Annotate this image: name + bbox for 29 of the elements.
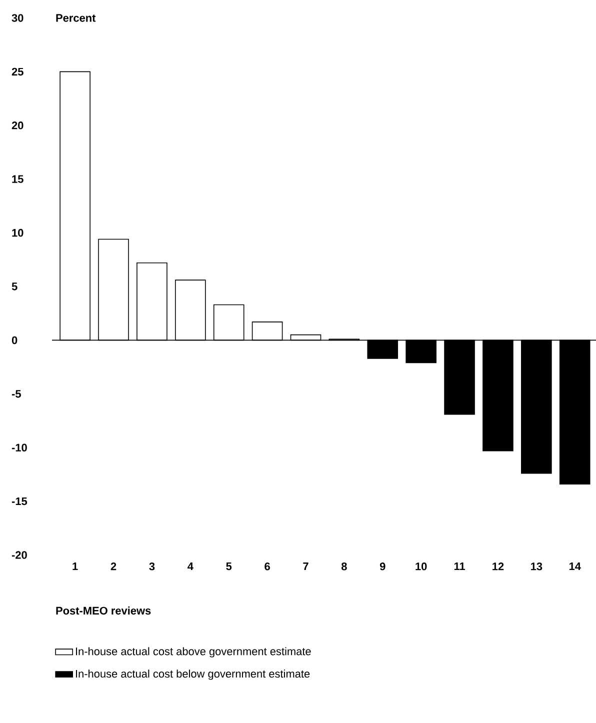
x-tick-label: 8 bbox=[341, 562, 347, 570]
y-tick-label: -5 bbox=[12, 390, 21, 398]
y-axis-title: Percent bbox=[56, 14, 96, 22]
x-tick-label: 10 bbox=[416, 562, 427, 570]
x-tick-label: 12 bbox=[492, 562, 504, 570]
y-tick-label: 20 bbox=[12, 122, 24, 130]
y-tick-label: -20 bbox=[12, 551, 27, 559]
x-tick-label: 13 bbox=[531, 562, 542, 570]
x-tick-label: 3 bbox=[149, 562, 155, 570]
x-tick-label: 5 bbox=[226, 562, 232, 570]
x-axis-title: Post-MEO reviews bbox=[56, 606, 151, 615]
y-tick-label: -10 bbox=[12, 444, 27, 452]
y-tick-label: 30 bbox=[12, 14, 24, 22]
y-tick-label: 25 bbox=[12, 68, 24, 76]
x-tick-label: 11 bbox=[454, 562, 466, 570]
x-tick-label: 7 bbox=[303, 562, 308, 570]
x-tick-label: 9 bbox=[380, 562, 386, 570]
y-tick-label: 0 bbox=[12, 336, 18, 344]
x-tick-label: 1 bbox=[72, 562, 78, 570]
y-tick-label: 15 bbox=[12, 175, 24, 183]
y-tick-label: -15 bbox=[12, 497, 28, 506]
x-tick-label: 6 bbox=[264, 562, 270, 570]
legend-label: In-house actual cost below government estimate bbox=[76, 670, 310, 680]
x-tick-label: 2 bbox=[110, 562, 116, 570]
x-tick-label: 4 bbox=[188, 562, 194, 570]
y-tick-label: 5 bbox=[12, 282, 18, 290]
legend-label: In-house actual cost above government estimate bbox=[76, 647, 311, 658]
y-tick-label: 10 bbox=[12, 228, 24, 237]
x-tick-label: 14 bbox=[569, 562, 581, 570]
